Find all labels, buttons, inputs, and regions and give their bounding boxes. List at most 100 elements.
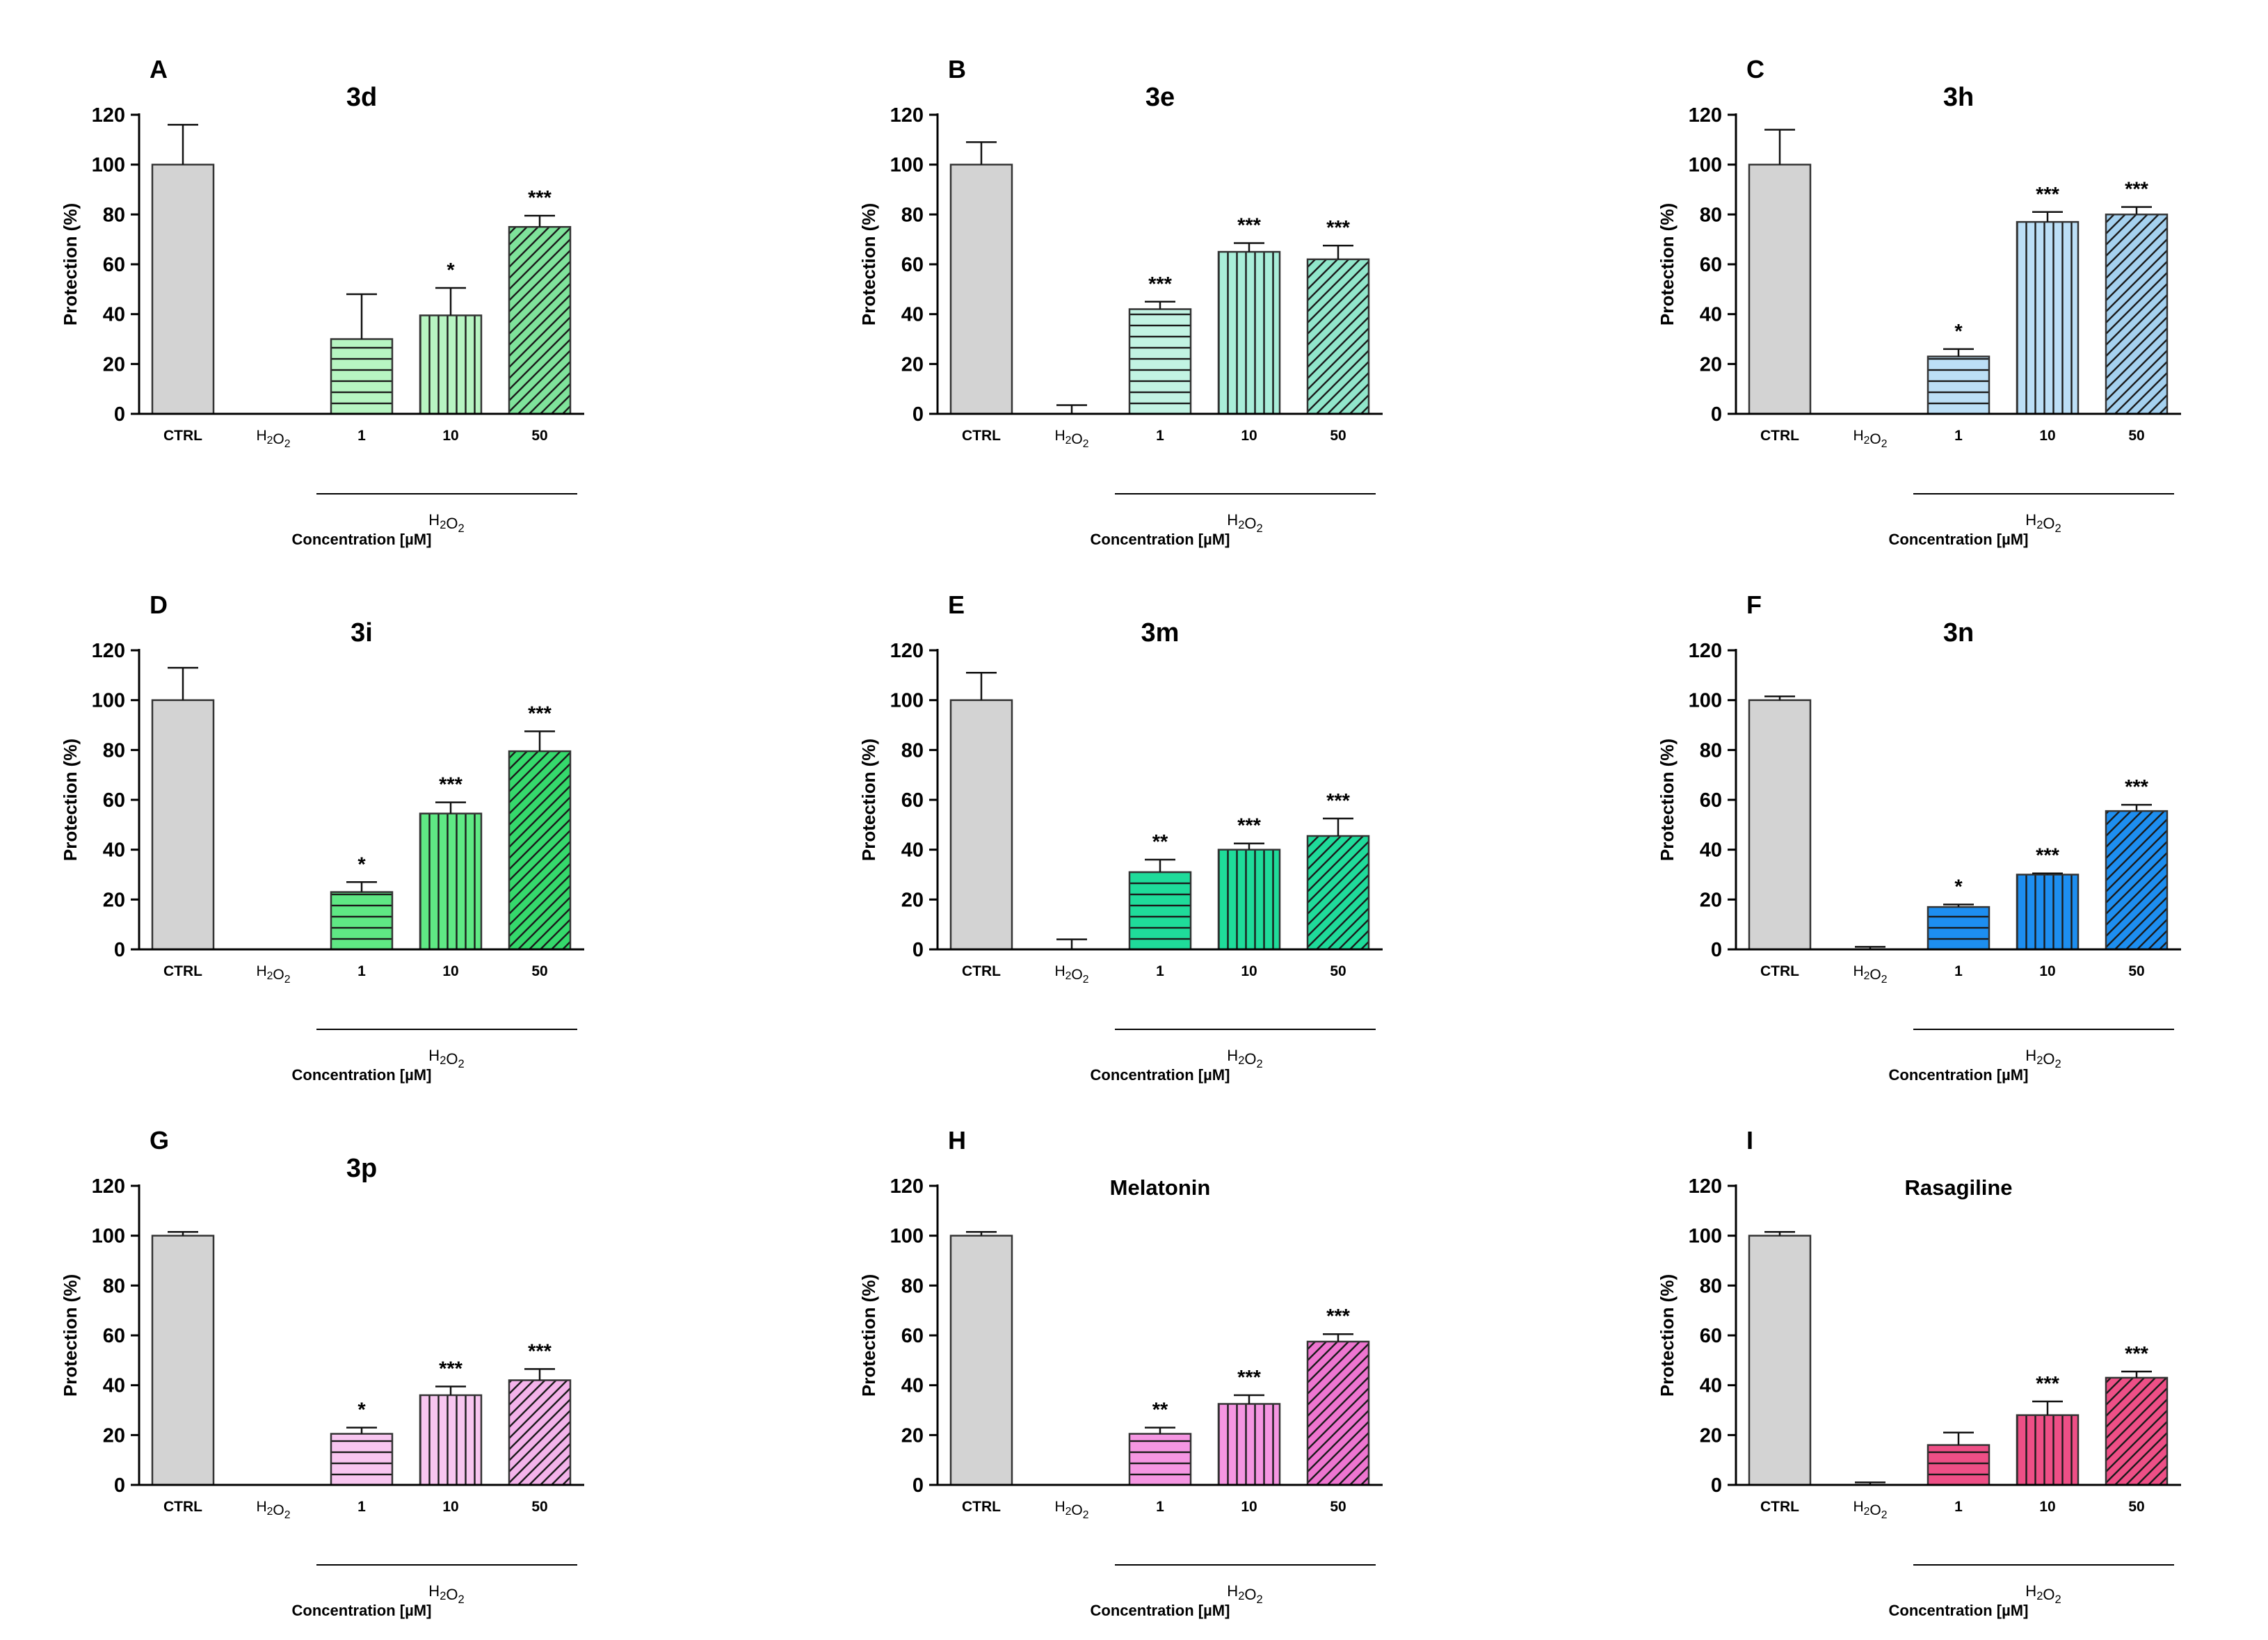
bar-50 [2105,1376,2169,1486]
y-tick-label: 100 [92,154,125,177]
bar-1 [1128,308,1192,415]
significance-marker: *** [2125,776,2149,798]
y-tick-label: 100 [890,154,924,177]
x-axis-label: Concentration [µM] [1091,531,1230,548]
y-tick-label: 0 [912,403,924,426]
y-tick-label: 60 [901,1325,924,1347]
bar-10 [419,314,483,415]
significance-marker: * [357,1399,366,1422]
x-tick-label: H2O2 [1054,428,1088,450]
y-tick-label: 80 [1700,1275,1722,1297]
y-tick-label: 60 [901,254,924,276]
x-tick-label: H2O2 [1853,1499,1887,1521]
y-tick-label: 40 [901,304,924,326]
y-axis-label: Protection (%) [858,739,879,861]
y-tick-label: 80 [901,204,924,226]
panel-letter-a: A [150,55,168,83]
treatment-group-label: H2O2 [1227,1047,1262,1070]
bar-1 [330,891,394,951]
treatment-group-label: H2O2 [2025,1047,2061,1070]
bar-50 [508,750,572,951]
x-tick-label: 1 [1954,428,1963,444]
bar-ctrl [151,699,215,951]
x-tick-label: 10 [1241,1499,1257,1515]
x-tick-label: 10 [442,428,458,444]
treatment-group-label: H2O2 [2025,511,2061,535]
treatment-group-label: H2O2 [428,1047,464,1070]
panel-letter-f: F [1746,590,1762,619]
y-axis-label: Protection (%) [60,739,81,861]
y-tick-label: 40 [1700,1375,1722,1397]
significance-marker: *** [1237,1367,1262,1389]
y-tick-label: 0 [1711,403,1722,426]
y-tick-label: 100 [92,1225,125,1248]
x-tick-label: 10 [2039,428,2055,444]
x-tick-label: 1 [1156,1499,1164,1515]
y-tick-label: 20 [1700,1424,1722,1447]
chart-title-i: Rasagiline [1904,1175,2012,1200]
x-tick-label: 50 [1330,428,1346,444]
y-tick-label: 120 [890,1175,924,1198]
x-tick-label: H2O2 [256,428,290,450]
x-tick-label: 10 [2039,963,2055,979]
y-tick-label: 120 [1689,104,1722,127]
bar-50 [1306,835,1370,951]
x-tick-label: 50 [1330,963,1346,979]
y-tick-label: 100 [92,690,125,712]
x-tick-label: H2O2 [1853,963,1887,986]
y-tick-label: 40 [901,839,924,862]
y-axis-label: Protection (%) [1657,203,1678,325]
y-tick-label: 100 [1689,1225,1722,1248]
bar-50 [508,226,572,415]
significance-marker: *** [1148,273,1173,296]
x-tick-label: CTRL [962,1499,1001,1515]
x-tick-label: 10 [2039,1499,2055,1515]
y-tick-label: 60 [103,1325,125,1347]
bar-ctrl [949,1235,1013,1486]
bar-10 [2016,1414,2080,1486]
significance-marker: *** [439,774,463,796]
bar-50 [1306,1340,1370,1486]
x-axis-label: Concentration [µM] [1889,1066,2029,1084]
y-tick-label: 60 [103,254,125,276]
panel-letter-h: H [948,1126,966,1155]
y-axis-label: Protection (%) [858,1274,879,1397]
y-tick-label: 20 [901,889,924,911]
y-tick-label: 100 [890,1225,924,1248]
significance-marker: *** [2036,184,2060,206]
x-tick-label: 1 [1156,428,1164,444]
significance-marker: * [1954,321,1963,343]
bar-ctrl [1748,699,1812,951]
y-axis-label: Protection (%) [1657,739,1678,861]
bar-ctrl [1748,1235,1812,1486]
chart-title-a: 3d [346,83,377,112]
x-axis-label: Concentration [µM] [1091,1602,1230,1619]
chart-title-e: 3m [1141,618,1180,648]
bar-ctrl [1748,163,1812,415]
y-tick-label: 100 [1689,690,1722,712]
bar-50 [2105,214,2169,415]
x-tick-label: H2O2 [1853,428,1887,450]
x-tick-label: 50 [2128,1499,2144,1515]
y-tick-label: 0 [912,939,924,961]
x-tick-label: CTRL [163,1499,202,1515]
y-tick-label: 20 [103,889,125,911]
bar-ctrl [949,699,1013,951]
bar-1 [330,338,394,415]
y-tick-label: 120 [890,640,924,662]
significance-marker: * [357,853,366,876]
chart-title-h: Melatonin [1110,1175,1211,1200]
x-tick-label: CTRL [163,428,202,444]
x-axis-label: Concentration [µM] [292,531,432,548]
significance-marker: * [447,259,455,282]
x-axis-label: Concentration [µM] [292,1602,432,1619]
x-tick-label: 50 [1330,1499,1346,1515]
y-tick-label: 60 [1700,1325,1722,1347]
significance-marker: ** [1152,831,1168,853]
bar-10 [2016,874,2080,951]
significance-marker: *** [2125,1343,2149,1365]
panel-letter-g: G [150,1126,169,1155]
significance-marker: *** [1326,217,1351,239]
